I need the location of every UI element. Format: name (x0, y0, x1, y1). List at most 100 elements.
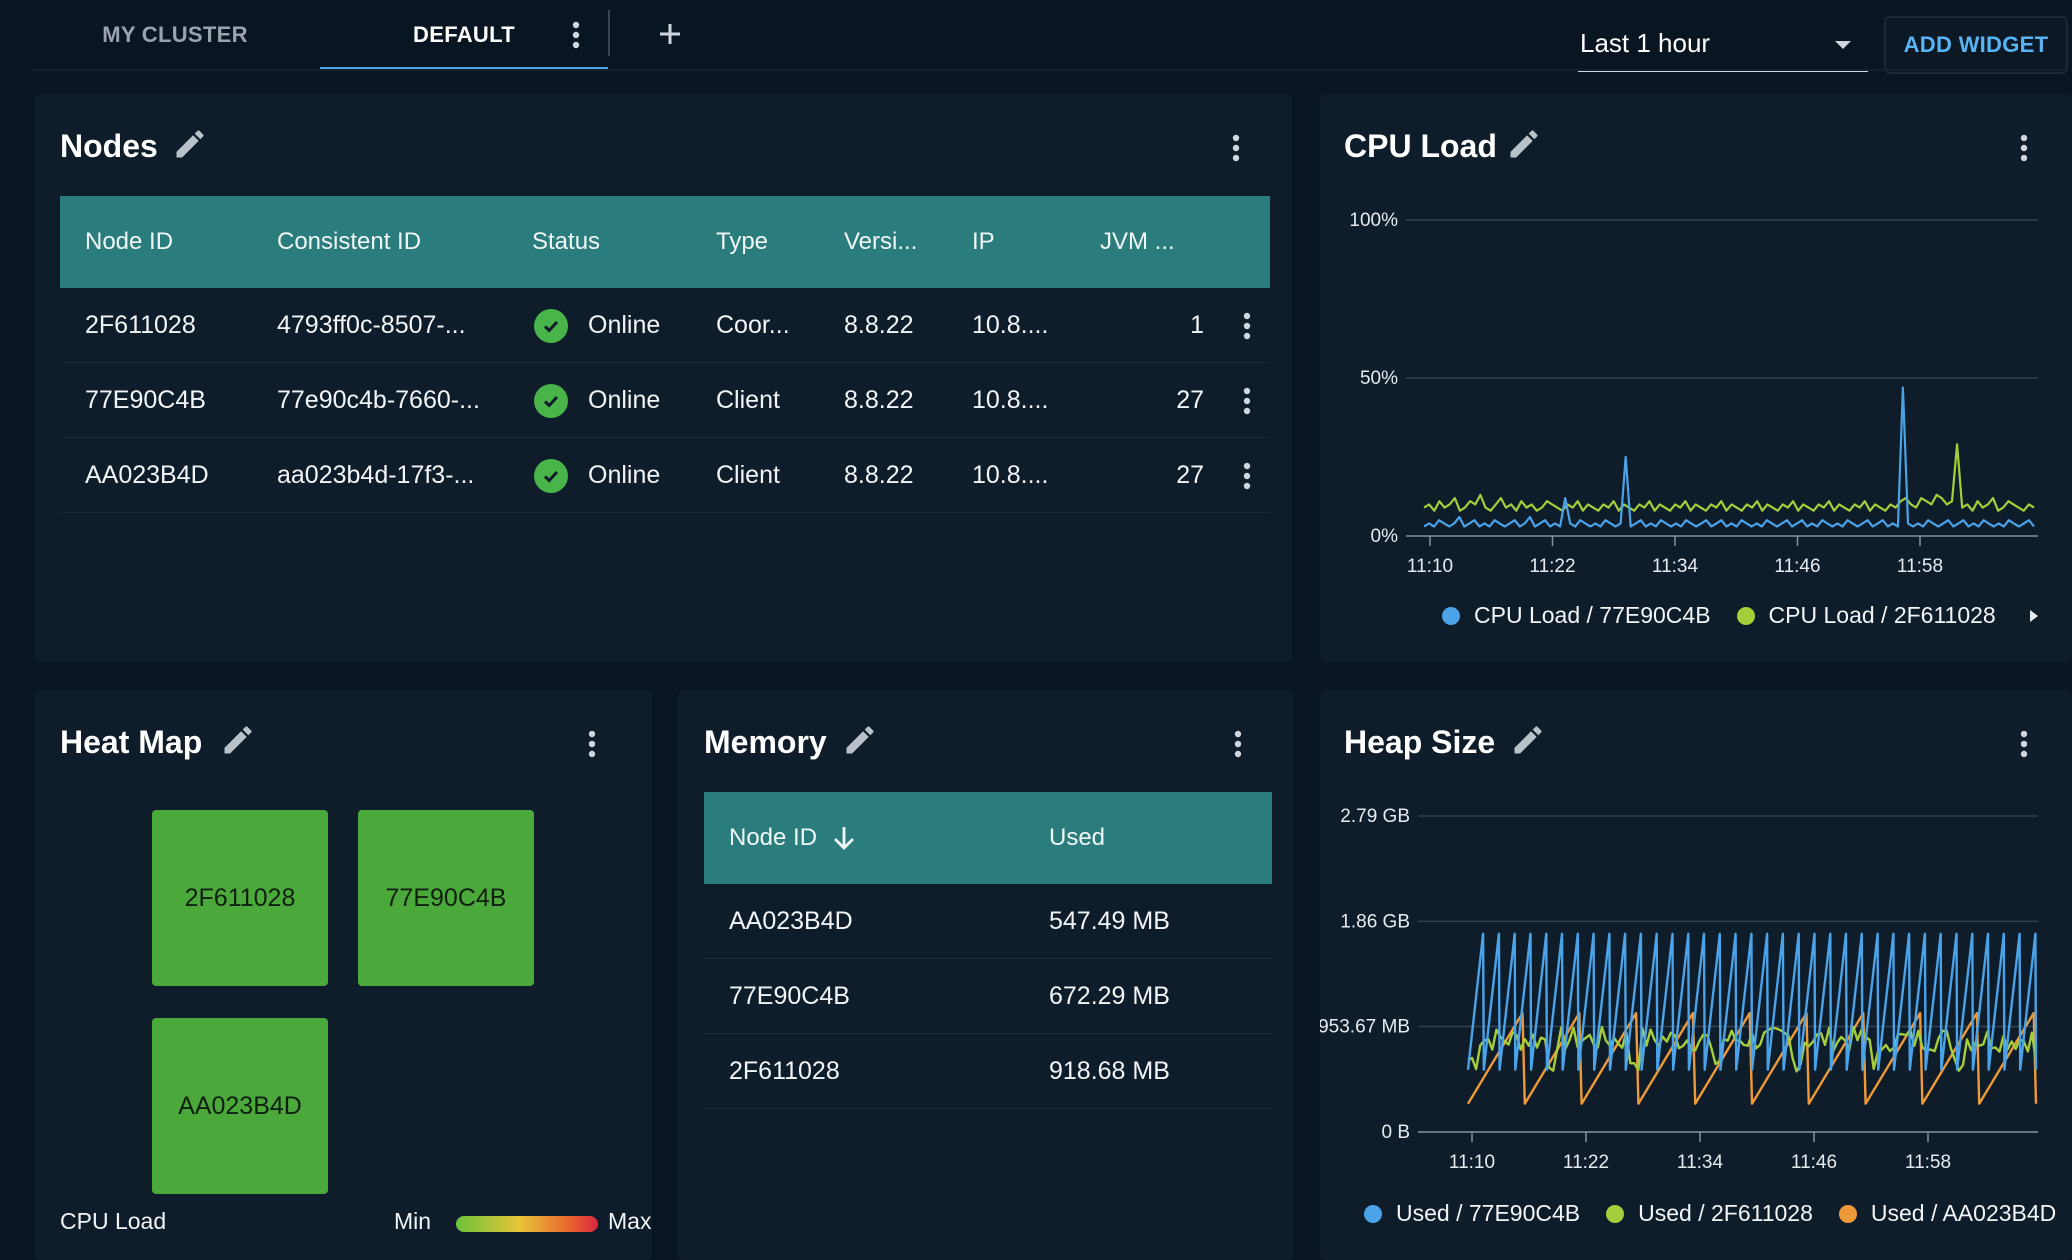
legend-item-heap-aa023b4d[interactable]: Used / AA023B4D (1838, 1200, 2057, 1227)
legend-label: Used / AA023B4D (1870, 1200, 2057, 1226)
edit-pencil-icon[interactable] (172, 126, 212, 166)
x-tick-label: 11:58 (1897, 556, 1943, 574)
legend-label: CPU Load / 2F611028 (1768, 602, 1996, 628)
y-tick-label: 1.86 GB (1340, 911, 1410, 932)
heap-size-chart[interactable]: 0 B 953.67 MB 1.86 GB 2.79 GB 11:10 11:22 11:3… (1320, 690, 2072, 1170)
widget-more-options-icon[interactable] (576, 726, 608, 762)
column-header-node-id[interactable]: Node ID (729, 792, 857, 884)
widget-more-options-icon[interactable] (2008, 726, 2040, 762)
column-header-used[interactable]: Used (1049, 824, 1106, 851)
cell-ip: 10.8.... (972, 311, 1049, 339)
x-tick-label: 11:22 (1563, 1152, 1609, 1170)
memory-widget: Memory Node ID Used AA023B4D 547.49 MB 7… (678, 690, 1294, 1260)
widget-more-options-icon[interactable] (2008, 130, 2040, 166)
cpu-load-widget: CPU Load 0% 50% 100% 11:10 11:22 11:34 11:46 11… (1320, 94, 2072, 662)
tab-separator (608, 10, 610, 56)
nodes-table-header: Node ID Consistent ID Status Type Versi.… (60, 196, 1270, 288)
tab-more-options-icon[interactable] (562, 18, 590, 52)
column-header-version[interactable]: Versi... (844, 228, 918, 255)
legend-item-cpu-77e90c4b[interactable]: CPU Load / 77E90C4B (1442, 602, 1711, 629)
table-row[interactable]: 77E90C4B 672.29 MB (704, 959, 1272, 1034)
row-more-options-icon[interactable] (1232, 381, 1262, 421)
column-header-type[interactable]: Type (716, 228, 769, 255)
series-line (1423, 443, 2035, 512)
active-tab-indicator (320, 67, 608, 70)
table-row[interactable]: AA023B4D 547.49 MB (704, 884, 1272, 959)
legend-item-heap-77e90c4b[interactable]: Used / 77E90C4B (1364, 1200, 1580, 1227)
legend-dot (1442, 606, 1460, 625)
column-header-status[interactable]: Status (532, 228, 601, 255)
edit-pencil-icon[interactable] (1510, 722, 1550, 762)
table-row[interactable]: AA023B4D aa023b4d-17f3-... Online Client… (60, 438, 1270, 513)
heat-map-title: Heat Map (60, 724, 203, 760)
y-tick-label: 0% (1371, 526, 1399, 547)
tab-default[interactable]: DEFAULT (320, 0, 608, 70)
legend-next-arrow-icon[interactable] (2028, 608, 2040, 624)
column-header-node-id[interactable]: Node ID (85, 228, 174, 255)
x-tick-label: 11:46 (1791, 1152, 1837, 1170)
legend-dot (1838, 1204, 1857, 1223)
cell-type: Coor... (716, 311, 790, 339)
cpu-load-chart[interactable]: 0% 50% 100% 11:10 11:22 11:34 11:46 11:58 (1320, 94, 2072, 574)
column-header-consistent-id[interactable]: Consistent ID (277, 228, 422, 255)
table-row[interactable]: 2F611028 918.68 MB (704, 1034, 1272, 1109)
table-row[interactable]: 2F611028 4793ff0c-8507-... Online Coor..… (60, 288, 1270, 363)
widget-more-options-icon[interactable] (1222, 726, 1254, 762)
y-tick-label: 953.67 MB (1320, 1017, 1410, 1038)
column-header-ip[interactable]: IP (972, 228, 995, 255)
x-tick-label: 11:58 (1905, 1152, 1951, 1170)
column-header-jvm[interactable]: JVM ... (1100, 228, 1175, 255)
legend-item-cpu-2f611028[interactable]: CPU Load / 2F611028 (1736, 602, 1996, 629)
status-text: Online (588, 461, 661, 489)
time-range-select[interactable]: Last 1 hour (1578, 18, 1868, 72)
tab-my-cluster[interactable]: MY CLUSTER (102, 22, 248, 47)
heat-map-cell[interactable]: 77E90C4B (358, 810, 534, 986)
series-line (1423, 386, 2035, 528)
add-widget-button[interactable]: ADD WIDGET (1884, 16, 2068, 74)
column-header-label: Node ID (729, 824, 818, 851)
status-text: Online (588, 311, 661, 339)
heap-size-title: Heap Size (1344, 724, 1496, 760)
widget-more-options-icon[interactable] (1220, 130, 1252, 166)
x-tick-label: 11:10 (1407, 556, 1453, 574)
cell-used: 918.68 MB (1049, 1057, 1170, 1085)
heat-map-min-label: Min (394, 1208, 432, 1234)
cell-jvm: 27 (1176, 386, 1204, 414)
cell-used: 672.29 MB (1049, 982, 1170, 1010)
cell-node-id: 77E90C4B (729, 982, 850, 1010)
add-tab-icon[interactable] (650, 14, 690, 54)
x-tick-label: 11:34 (1652, 556, 1699, 574)
status-text: Online (588, 386, 661, 414)
top-bar: MY CLUSTER DEFAULT Last 1 hour ADD WIDGE… (0, 0, 2072, 74)
legend-item-heap-2f611028[interactable]: Used / 2F611028 (1606, 1200, 1813, 1227)
cell-jvm: 27 (1176, 461, 1204, 489)
legend-label: CPU Load / 77E90C4B (1474, 602, 1711, 628)
cell-consistent-id: 77e90c4b-7660-... (277, 386, 480, 414)
heat-map-metric-label: CPU Load (60, 1208, 167, 1234)
memory-table-body: AA023B4D 547.49 MB 77E90C4B 672.29 MB 2F… (704, 884, 1272, 1114)
edit-pencil-icon[interactable] (842, 722, 882, 762)
cell-version: 8.8.22 (844, 461, 914, 489)
cell-type: Client (716, 386, 780, 414)
x-tick-label: 11:22 (1529, 556, 1575, 574)
select-underline (1578, 70, 1868, 72)
row-more-options-icon[interactable] (1232, 456, 1262, 496)
memory-title: Memory (704, 724, 827, 760)
edit-pencil-icon[interactable] (220, 722, 260, 762)
cell-node-id: AA023B4D (729, 907, 853, 935)
series-line (1466, 932, 2038, 1071)
legend-dot (1364, 1204, 1382, 1223)
table-row[interactable]: 77E90C4B 77e90c4b-7660-... Online Client… (60, 363, 1270, 438)
cell-node-id: 2F611028 (85, 311, 196, 339)
heat-map-cell[interactable]: 2F611028 (152, 810, 328, 986)
edit-pencil-icon[interactable] (1506, 126, 1546, 166)
y-tick-label: 50% (1360, 368, 1398, 389)
heat-map-cell[interactable]: AA023B4D (152, 1018, 328, 1194)
row-more-options-icon[interactable] (1232, 306, 1262, 346)
cell-ip: 10.8.... (972, 386, 1049, 414)
nodes-table-body: 2F611028 4793ff0c-8507-... Online Coor..… (60, 288, 1270, 518)
heat-map-color-scale (456, 1216, 598, 1232)
legend-label: Used / 2F611028 (1638, 1200, 1813, 1226)
heap-size-widget: Heap Size 0 B 953.67 MB 1.86 GB 2.79 GB 11:1… (1320, 690, 2072, 1260)
